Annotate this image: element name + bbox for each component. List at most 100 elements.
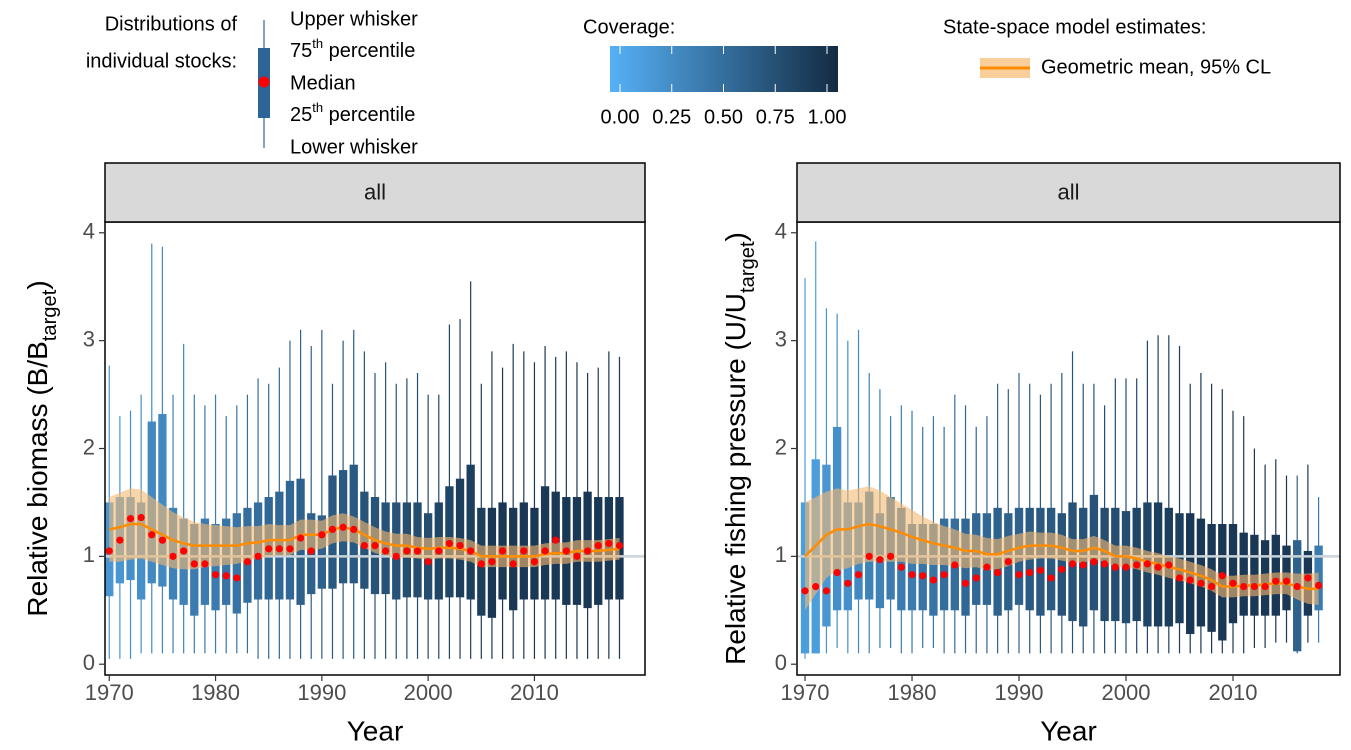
median: [1143, 560, 1152, 568]
median: [1272, 577, 1280, 585]
legend-label: Median: [290, 72, 356, 94]
legend-label: 75th percentile: [290, 36, 415, 62]
median: [360, 541, 368, 550]
median: [822, 587, 831, 595]
y-tick-label: 2: [83, 434, 95, 459]
median: [137, 513, 145, 522]
y-tick-label: 4: [83, 219, 95, 244]
box: [190, 524, 199, 616]
median: [265, 545, 273, 553]
median: [1122, 563, 1130, 571]
strip-label: all: [1057, 179, 1079, 204]
median: [456, 541, 464, 550]
y-axis-title-sub: target: [737, 241, 759, 293]
colorbar-label: 0.50: [704, 106, 743, 128]
median: [1047, 574, 1055, 582]
box: [1036, 507, 1045, 616]
median: [961, 579, 970, 587]
median: [296, 534, 305, 542]
y-axis-title-part: Relative fishing pressure (U/U: [720, 293, 751, 665]
y-axis-title-part: ): [22, 280, 53, 289]
box: [466, 464, 475, 600]
y-tick-label: 0: [83, 650, 95, 675]
y-axis-title-part: ): [720, 232, 751, 241]
box: [918, 524, 927, 611]
median: [1165, 561, 1173, 569]
median: [243, 558, 252, 566]
legend-label-part: 75: [290, 40, 312, 62]
median: [833, 568, 841, 577]
median: [498, 547, 507, 555]
median: [844, 579, 852, 587]
median: [1261, 582, 1269, 591]
median: [286, 545, 294, 553]
legend-label-part: 25: [290, 104, 312, 126]
box: [211, 524, 220, 611]
median: [1304, 574, 1312, 582]
legend-label: Geometric mean, 95% CL: [1041, 56, 1271, 78]
median: [403, 547, 411, 555]
strip: [104, 162, 646, 223]
median: [318, 531, 326, 539]
median: [1175, 574, 1184, 582]
y-axis-title-part: Relative biomass (B/B: [22, 341, 53, 616]
median: [1197, 579, 1205, 587]
box: [1057, 513, 1066, 616]
median: [211, 571, 220, 579]
median: [275, 545, 283, 553]
box: [907, 524, 917, 611]
legend-title: Distributions of: [105, 13, 238, 35]
median: [190, 560, 198, 568]
median: [488, 558, 496, 566]
x-tick-label: 1980: [888, 680, 937, 705]
median: [1079, 561, 1087, 569]
median: [1229, 579, 1237, 587]
legend-label-part: percentile: [323, 104, 415, 126]
median: [1250, 582, 1259, 591]
median: [392, 552, 400, 560]
x-axis-title: Year: [1040, 715, 1097, 746]
x-tick-label: 2010: [510, 680, 559, 705]
box: [1228, 524, 1238, 624]
median: [530, 558, 539, 566]
legend-title: Coverage:: [583, 16, 675, 38]
median: [1101, 560, 1109, 568]
median: [520, 547, 528, 555]
median: [158, 536, 167, 544]
median: [477, 560, 485, 568]
y-tick-label: 1: [83, 542, 95, 567]
median: [435, 547, 443, 555]
y-axis-title-sub: target: [39, 289, 61, 341]
legend-label-sup: th: [312, 100, 323, 115]
strip: [796, 162, 1341, 223]
x-axis-title: Year: [347, 715, 404, 746]
median: [339, 523, 347, 531]
median: [801, 587, 809, 595]
x-tick-label: 2000: [404, 680, 453, 705]
x-tick-label: 1970: [85, 680, 134, 705]
box: [1239, 532, 1248, 616]
y-axis-title: Relative biomass (B/Btarget): [22, 280, 61, 616]
strip-label: all: [364, 179, 386, 204]
box: [929, 524, 938, 616]
median: [148, 531, 156, 539]
x-tick-label: 1970: [781, 680, 830, 705]
median: [382, 547, 390, 555]
median: [919, 572, 927, 580]
legend-label: Upper whisker: [290, 8, 418, 30]
y-tick-label: 0: [775, 650, 787, 675]
median: [1240, 582, 1248, 591]
legend-label: Lower whisker: [290, 136, 418, 158]
median: [1293, 582, 1301, 591]
median: [1186, 576, 1194, 584]
median: [972, 574, 980, 582]
median: [1004, 558, 1012, 566]
median: [1282, 577, 1291, 585]
legend-label: 25th percentile: [290, 100, 415, 126]
box: [317, 515, 326, 589]
x-tick-label: 2010: [1209, 680, 1258, 705]
median: [887, 552, 895, 560]
legend-label-sup: th: [312, 36, 323, 51]
median: [222, 572, 230, 580]
median: [307, 547, 315, 555]
